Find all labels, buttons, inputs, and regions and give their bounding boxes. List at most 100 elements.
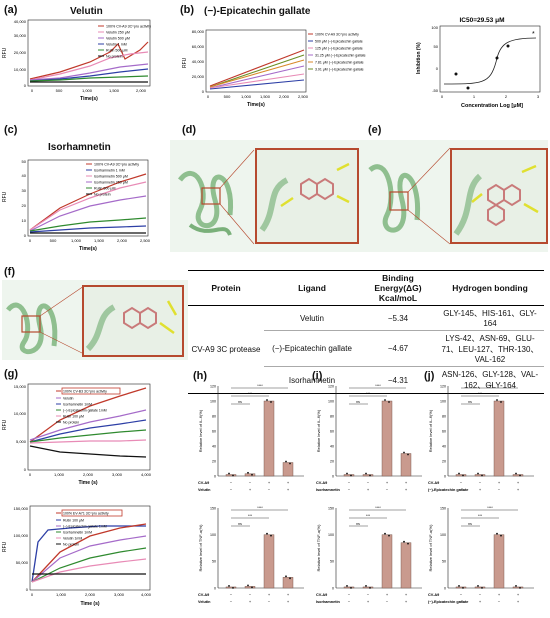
b-series-781: [209, 59, 305, 88]
sign-compound: +: [367, 599, 370, 604]
data-point: [515, 585, 517, 587]
data-point: [519, 587, 521, 589]
bar: [244, 586, 256, 589]
a-ytick: 20,000: [14, 50, 27, 55]
panel-a-xlabel: Time(s): [80, 96, 98, 102]
sign-compound: +: [405, 599, 408, 604]
bar: [362, 474, 374, 477]
g-top-legend: No protein: [63, 421, 79, 425]
panel-a-title: Velutin: [70, 6, 103, 17]
b-series-391: [209, 54, 305, 88]
sig-label: ****: [257, 384, 263, 388]
b-ytick: 20,000: [192, 74, 205, 79]
bar-ytick: 120: [210, 384, 216, 388]
bar-ytick: 40: [212, 444, 216, 448]
g-ytick: 10,000: [14, 411, 27, 416]
ligand-structure: [487, 183, 521, 227]
bar-ytick: 100: [210, 399, 216, 403]
sig-label: ***: [478, 392, 483, 396]
cell-hbond: LYS-42、ASN-69、GLU-71、LEU-127、THR-130、VAL…: [436, 330, 544, 367]
ic50-point: [495, 56, 499, 60]
bar-ylabel: Relative level of IL-6(%): [428, 409, 433, 452]
bar-ytick: 50: [212, 560, 216, 564]
data-point: [247, 584, 249, 587]
legend-highlight-box: [61, 509, 123, 517]
binding-site-box: [389, 191, 409, 211]
bar: [225, 474, 237, 477]
panel-c-ylabel: RFU: [2, 191, 8, 202]
g-bottom-series-100: [31, 523, 147, 583]
panel-c-chart: RFU 0 10 20 30 40 50 0 500 1,000 1,500 2…: [2, 159, 151, 252]
bar-ytick: 0: [332, 586, 334, 590]
data-point: [458, 585, 460, 587]
data-point: [251, 586, 253, 589]
data-point: [350, 474, 352, 477]
g-top-xlabel: Time (s): [78, 480, 97, 486]
panel-label-b: (b): [180, 4, 195, 16]
ic50-ytick: 50: [434, 44, 439, 49]
sign-cva9: +: [405, 480, 408, 485]
data-point: [346, 585, 348, 587]
c-xtick: 1,500: [94, 238, 105, 243]
g-xtick: 3,000: [114, 592, 125, 597]
b-legend: 7.81 μM (−)-Epicatechin gallate: [315, 61, 364, 65]
data-point: [232, 474, 234, 477]
panel-label-j: (j): [424, 370, 435, 382]
sig-label: ns: [468, 522, 472, 526]
data-point: [462, 474, 464, 477]
residue-sticks: [159, 300, 178, 335]
data-point: [266, 399, 268, 401]
bar-ytick: 100: [440, 533, 446, 537]
data-point: [384, 532, 386, 535]
sign-cva9: +: [498, 480, 501, 485]
ic50-point: [506, 44, 510, 48]
bar: [474, 586, 486, 589]
bar: [455, 586, 467, 589]
c-ytick: 30: [22, 188, 27, 193]
row-label-compound: Isorhamnetin: [316, 488, 341, 492]
c-xtick: 2,000: [117, 238, 128, 243]
sign-cva9: +: [517, 480, 520, 485]
b-legend: 125 μM (−)-Epicatechin gallate: [315, 47, 363, 51]
c-xtick: 0: [29, 238, 32, 243]
bar-ylabel: Relative level of TNF-α(%): [198, 524, 203, 572]
panel-c-title: Isorhamnetin: [48, 142, 111, 153]
data-point: [270, 401, 272, 403]
bar: [493, 534, 505, 589]
g-bottom-ylabel: RFU: [2, 541, 8, 552]
panel-g-top-chart: RFU 0 5,000 10,000 15,000 0 1,000 2,000 …: [2, 383, 152, 486]
sign-cva9: +: [268, 480, 271, 485]
bar-ytick: 100: [210, 533, 216, 537]
c-legend: Isorhamnetin 500 μM: [94, 175, 128, 179]
binding-site-box: [201, 187, 221, 205]
g-top-legend: Rutin 100 μM: [63, 415, 84, 419]
b-xtick: 500: [224, 94, 231, 99]
data-point: [251, 473, 253, 476]
cell-protein: CV-A9 3C protease: [188, 305, 264, 394]
g-bottom-legend: (−)-Epicatechin gallate 1mM: [63, 525, 107, 529]
a-xtick: 1,500: [109, 88, 120, 93]
bar-ytick: 120: [440, 384, 446, 388]
g-bottom-legend: Rutin 100 μM: [63, 519, 84, 523]
ic50-point: [466, 86, 470, 90]
cell-energy: −4.31: [360, 366, 436, 394]
a-xtick: 2,000: [136, 88, 147, 93]
sign-cva9: −: [230, 480, 233, 485]
panel-label-e: (e): [368, 124, 382, 136]
bar-ytick: 0: [444, 586, 446, 590]
zoom-box-d: [255, 148, 359, 244]
g-bottom-series-iso: [31, 547, 147, 583]
panel-a-chart: RFU 0 10,000 20,000 30,000 40,000 0 500 …: [2, 19, 151, 102]
row-label-compound: Isorhamnetin: [316, 600, 341, 604]
bar-ytick: 0: [444, 474, 446, 478]
g-bottom-series-velutin: [31, 558, 147, 583]
g-bottom-legend: 100% EV-A71 3C^pro activity: [63, 512, 109, 516]
g-top-series-velutin: [29, 409, 147, 441]
ligand-zoom-f: [85, 300, 178, 352]
data-point: [266, 532, 268, 535]
g-ytick: 50,000: [16, 560, 29, 565]
bar-ytick: 50: [442, 560, 446, 564]
sig-label: ***: [248, 392, 253, 396]
c-legend: Isorhamnetin 1 mM: [94, 169, 125, 173]
b-xtick: 2,000: [279, 94, 290, 99]
